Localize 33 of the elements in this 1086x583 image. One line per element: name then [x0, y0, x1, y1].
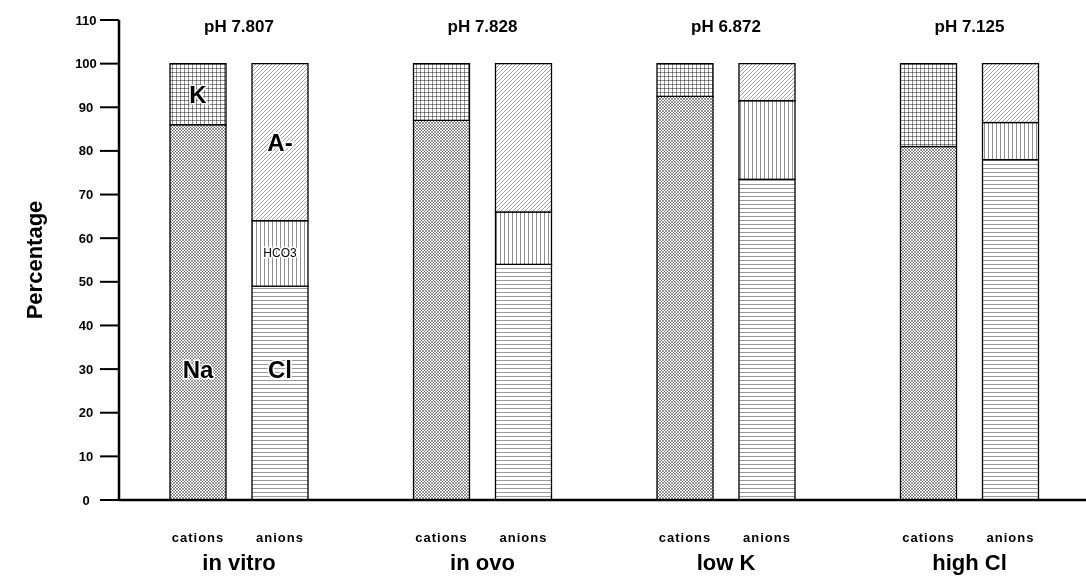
- y-tick-label: 20: [78, 405, 94, 421]
- y-axis-title: Percentage: [21, 200, 47, 320]
- text: in ovo: [450, 549, 515, 575]
- y-tick-label: 40: [78, 317, 94, 333]
- x-tick-label: anions: [743, 529, 791, 545]
- y-tick-label: 0: [82, 492, 90, 508]
- text: low K: [696, 549, 756, 575]
- x-tick-label: cations: [902, 529, 955, 545]
- series-label: HCO3: [263, 246, 297, 261]
- x-tick-label: anions: [256, 529, 304, 545]
- series-label: A-: [267, 128, 293, 156]
- y-tick-label: 30: [78, 361, 94, 377]
- y-tick-label: 10: [78, 448, 94, 464]
- series-label: Cl: [268, 355, 292, 383]
- annotation: pH 7.828: [447, 16, 518, 36]
- y-tick-label: 80: [78, 143, 94, 159]
- x-tick-label: anions: [986, 529, 1035, 545]
- series-label: K: [189, 80, 208, 108]
- y-tick-label: 110: [75, 12, 97, 28]
- x-tick-label: cations: [415, 529, 468, 545]
- y-tick-label: 50: [78, 274, 94, 290]
- y-tick-label: 70: [78, 187, 94, 203]
- y-tick-label: 60: [78, 230, 94, 246]
- y-tick-label: 90: [78, 99, 94, 115]
- text: in vitro: [202, 549, 276, 575]
- x-tick-label: cations: [658, 529, 712, 545]
- y-tick-label: 100: [75, 56, 97, 72]
- annotation: pH 7.125: [934, 16, 1005, 36]
- x-tick-label: anions: [499, 529, 548, 545]
- text: high Cl: [932, 549, 1007, 575]
- annotation: pH 6.872: [691, 16, 761, 36]
- x-tick-label: cations: [171, 529, 225, 545]
- annotation: pH 7.807: [204, 16, 274, 36]
